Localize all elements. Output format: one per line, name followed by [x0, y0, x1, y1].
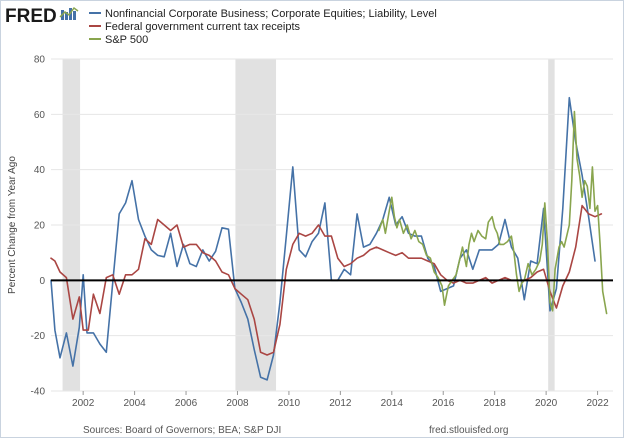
- legend-item-series-1[interactable]: Nonfinancial Corporate Business; Corpora…: [89, 8, 437, 20]
- series-line-1[interactable]: [50, 96, 596, 381]
- y-tick-label: -40: [31, 387, 46, 398]
- sources-text: Sources: Board of Governors; BEA; S&P DJ…: [83, 425, 281, 436]
- x-tick-label: 2002: [72, 398, 95, 409]
- y-tick-label: 60: [34, 110, 46, 121]
- x-tick-label: 2020: [535, 398, 558, 409]
- series-lines: [50, 96, 608, 381]
- y-axis-title: Percent Change from Year Ago: [7, 156, 18, 294]
- series-line-3[interactable]: [378, 110, 608, 315]
- legend-label-series-1: Nonfinancial Corporate Business; Corpora…: [105, 8, 437, 20]
- y-tick-label: 80: [34, 55, 46, 66]
- y-tick-label: 0: [39, 276, 45, 287]
- fred-logo-text: FRED: [5, 6, 57, 27]
- fred-url-link[interactable]: fred.stlouisfed.org: [429, 425, 509, 436]
- legend-label-series-3: S&P 500: [105, 34, 148, 46]
- y-axis-ticks: -40 -20 0 20 40 60 80: [31, 55, 46, 398]
- x-axis-ticks: 2002 2004 2006 2008 2010 2012 2014 2016 2018 2020…: [72, 391, 609, 409]
- fred-logo[interactable]: FRED: [5, 6, 79, 27]
- x-tick-label: 2014: [381, 398, 404, 409]
- series-line-2[interactable]: [50, 204, 603, 356]
- y-tick-label: -20: [31, 331, 46, 342]
- legend-label-series-2: Federal government current tax receipts: [105, 21, 301, 33]
- x-tick-label: 2018: [484, 398, 507, 409]
- legend-item-series-2[interactable]: Federal government current tax receipts: [89, 21, 301, 33]
- x-tick-label: 2010: [278, 398, 301, 409]
- y-tick-label: 20: [34, 221, 46, 232]
- x-tick-label: 2022: [586, 398, 609, 409]
- y-tick-label: 40: [34, 165, 46, 176]
- legend-item-series-3[interactable]: S&P 500: [89, 34, 148, 46]
- grid-lines: [51, 58, 613, 392]
- x-tick-label: 2006: [175, 398, 198, 409]
- x-tick-label: 2016: [432, 398, 455, 409]
- fred-chart-logo-icon: [59, 6, 79, 20]
- x-tick-label: 2008: [226, 398, 249, 409]
- x-tick-label: 2012: [329, 398, 352, 409]
- x-tick-label: 2004: [123, 398, 146, 409]
- legend: Nonfinancial Corporate Business; Corpora…: [89, 8, 437, 46]
